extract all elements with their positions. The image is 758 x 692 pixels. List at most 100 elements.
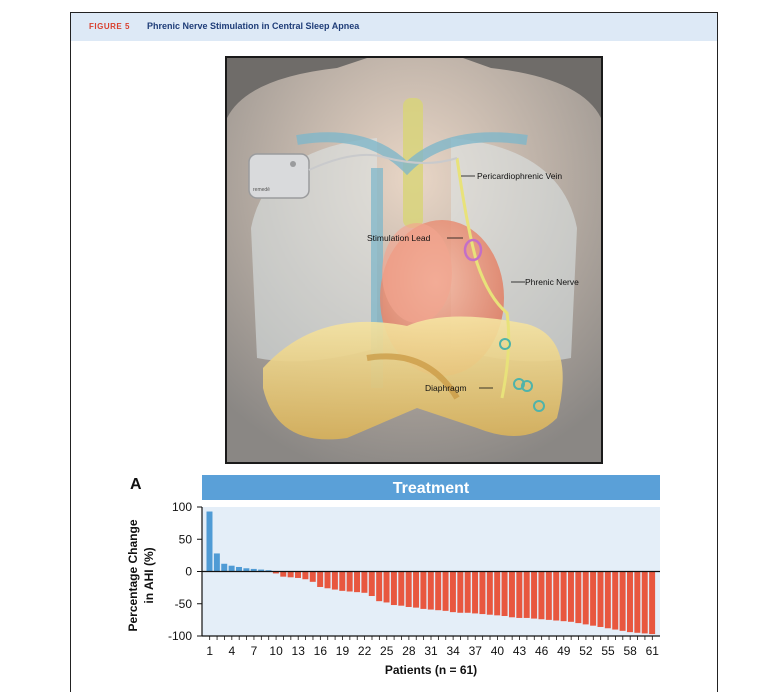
bar (531, 571, 538, 619)
device-brand-label: remedē (253, 187, 270, 193)
x-tick-label: 25 (380, 644, 394, 658)
pericardiophrenic-vein-label: Pericardiophrenic Vein (477, 171, 563, 181)
bar (435, 571, 442, 611)
bar (553, 571, 560, 621)
bar (516, 571, 523, 618)
bar (405, 571, 412, 607)
bar (641, 571, 648, 634)
bar (442, 571, 449, 611)
bar (508, 571, 515, 618)
y-axis-label-line2: in AHI (%) (142, 547, 156, 603)
x-tick-label: 40 (491, 644, 505, 658)
anatomy-illustration: remedē Pericardiophrenic Vein Stimulatio… (225, 56, 603, 464)
bar (309, 571, 316, 582)
y-tick-label: 0 (185, 565, 192, 579)
chart-title-bar (202, 475, 660, 500)
bar (206, 511, 213, 572)
bar (486, 571, 493, 615)
x-tick-label: 1 (206, 644, 213, 658)
bar (464, 571, 471, 613)
bar (258, 569, 265, 572)
bar (612, 571, 619, 630)
bar (413, 571, 420, 608)
bar (538, 571, 545, 620)
bar (346, 571, 353, 592)
bar (383, 571, 390, 603)
diaphragm-label: Diaphragm (425, 383, 467, 393)
y-tick-label: -50 (175, 597, 193, 611)
bar (501, 571, 508, 617)
x-tick-label: 43 (513, 644, 527, 658)
bar (236, 566, 242, 572)
bar (479, 571, 486, 615)
chart-title: Treatment (393, 480, 470, 497)
figure-header: FIGURE 5 Phrenic Nerve Stimulation in Ce… (71, 13, 717, 41)
x-tick-label: 61 (646, 644, 660, 658)
bar (272, 571, 279, 574)
bar (213, 553, 220, 572)
bar (339, 571, 346, 591)
phrenic-nerve-line (455, 157, 511, 399)
x-tick-label: 34 (446, 644, 460, 658)
bar (604, 571, 611, 629)
bar (619, 571, 626, 631)
x-tick-label: 46 (535, 644, 549, 658)
y-tick-label: 100 (172, 500, 192, 514)
x-tick-label: 22 (358, 644, 372, 658)
bar (250, 568, 257, 572)
bar (649, 571, 656, 635)
bar (582, 571, 589, 625)
x-tick-label: 13 (292, 644, 306, 658)
bar (295, 571, 302, 578)
diaphragm-shape (263, 316, 563, 440)
figure-label: FIGURE 5 (89, 22, 130, 31)
x-tick-label: 55 (601, 644, 615, 658)
bar (368, 571, 375, 597)
bar (331, 571, 338, 590)
x-tick-label: 49 (557, 644, 571, 658)
figure-title: Phrenic Nerve Stimulation in Central Sle… (147, 21, 360, 31)
great-vessels (296, 132, 528, 176)
bar (449, 571, 456, 613)
bar (560, 571, 567, 622)
x-tick-label: 16 (314, 644, 328, 658)
stimulation-lead-label: Stimulation Lead (367, 233, 431, 243)
bar (398, 571, 405, 606)
x-tick-label: 58 (624, 644, 638, 658)
x-tick-label: 19 (336, 644, 350, 658)
x-tick-label: 28 (402, 644, 416, 658)
bar (567, 571, 574, 622)
bar (634, 571, 641, 633)
bar (626, 571, 633, 633)
x-axis-label: Patients (n = 61) (385, 663, 477, 677)
bar (427, 571, 434, 610)
x-tick-label: 10 (269, 644, 283, 658)
bar (287, 571, 294, 578)
bar (280, 571, 287, 577)
bar (324, 571, 331, 589)
panel-letter: A (130, 476, 142, 493)
y-axis-label: Percentage Change (126, 519, 140, 631)
x-tick-label: 52 (579, 644, 593, 658)
bar (243, 568, 250, 572)
bar (590, 571, 597, 626)
bar (457, 571, 464, 613)
bar (494, 571, 501, 616)
bar (575, 571, 582, 624)
bar (390, 571, 397, 606)
x-tick-label: 31 (424, 644, 438, 658)
bar (361, 571, 368, 593)
bar (221, 563, 228, 572)
x-tick-label: 37 (469, 644, 483, 658)
stimulation-coil (463, 238, 483, 262)
bar (545, 571, 552, 620)
figure-frame (70, 12, 718, 692)
x-tick-label: 4 (228, 644, 235, 658)
bar (317, 571, 324, 587)
phrenic-nerve-label: Phrenic Nerve (525, 277, 579, 287)
bar (376, 571, 383, 602)
bar (354, 571, 361, 593)
bar (523, 571, 530, 618)
bar (302, 571, 309, 580)
